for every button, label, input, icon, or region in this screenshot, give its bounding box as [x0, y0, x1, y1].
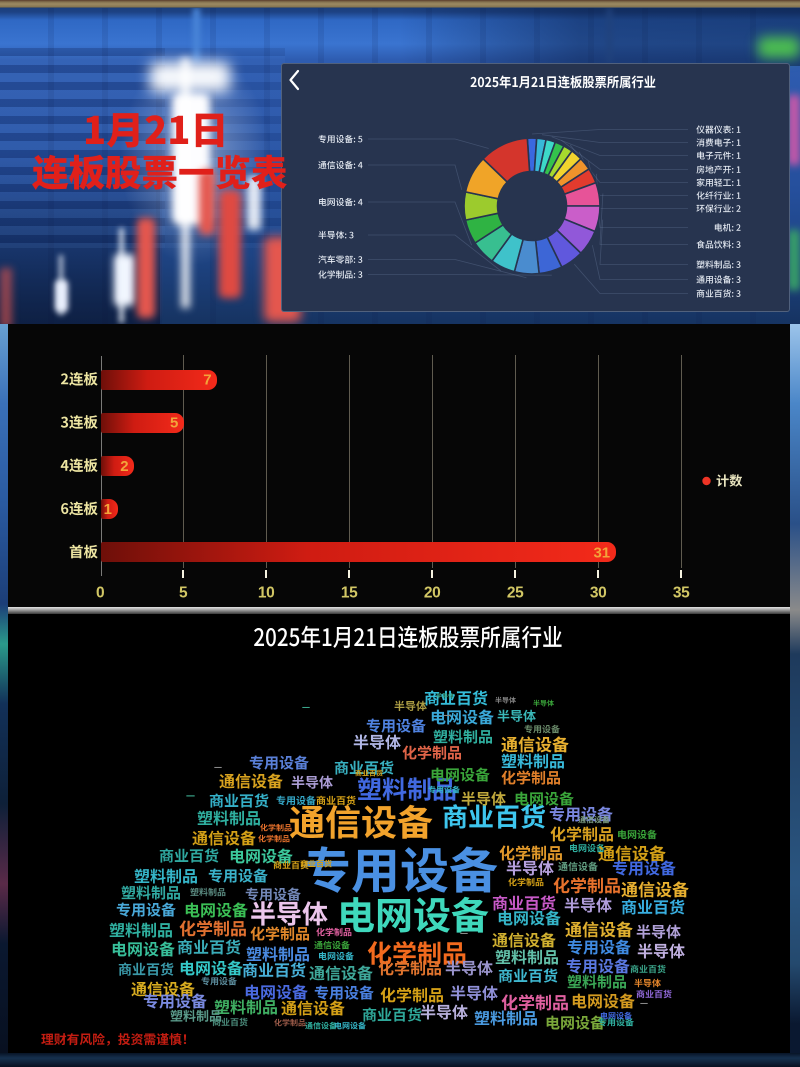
- svg-text:30: 30: [590, 585, 607, 602]
- svg-text:35: 35: [673, 585, 690, 602]
- svg-text:2: 2: [120, 458, 128, 475]
- svg-text:25: 25: [507, 585, 524, 602]
- svg-text:5: 5: [179, 585, 188, 602]
- svg-text:5: 5: [170, 415, 178, 432]
- svg-text:0: 0: [96, 585, 104, 602]
- svg-text:7: 7: [203, 372, 211, 389]
- svg-text:20: 20: [424, 585, 441, 602]
- svg-text:15: 15: [341, 585, 358, 602]
- svg-text:31: 31: [593, 544, 610, 561]
- svg-text:1: 1: [104, 501, 112, 518]
- svg-text:10: 10: [258, 585, 275, 602]
